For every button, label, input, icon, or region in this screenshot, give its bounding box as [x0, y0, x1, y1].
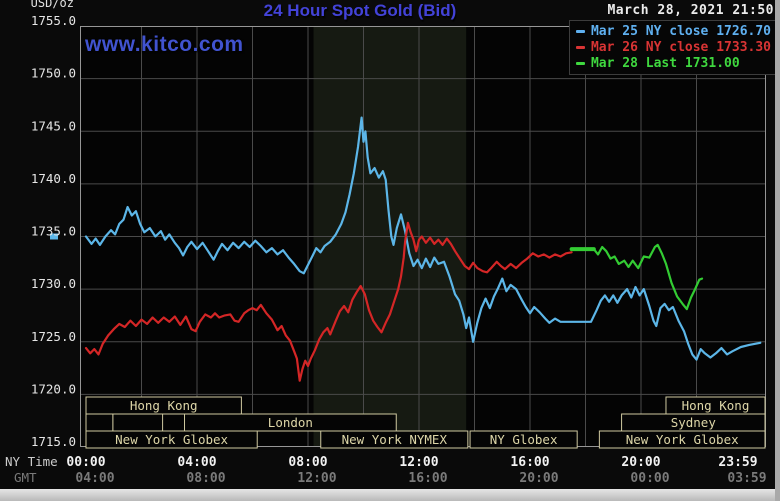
window-bottom-border — [0, 489, 780, 501]
y-tick-label: 1755.0 — [31, 13, 76, 28]
series-line-mar-28 — [570, 243, 704, 311]
x-tick-gmt-label: 20:00 — [519, 471, 558, 486]
session-box-unlabeled — [112, 413, 164, 432]
y-tick-label: 1740.0 — [31, 171, 76, 186]
mar28-line-swatch-icon — [575, 61, 585, 65]
legend-label-mar28: Mar 28 Last 1731.00 — [590, 55, 740, 71]
session-box-new-york-globex — [85, 430, 258, 449]
session-label: New York Globex — [626, 432, 739, 447]
y-tick-label: 1745.0 — [31, 118, 76, 133]
kitco-watermark-link[interactable]: www.kitco.com — [85, 33, 244, 56]
legend-row-mar25: Mar 25 NY close 1726.70 — [575, 23, 771, 39]
mar25-open-marker-icon — [50, 233, 58, 240]
session-box-hong-kong — [85, 396, 242, 415]
gmt-axis-label: GMT — [14, 470, 37, 485]
y-tick-label: 1720.0 — [31, 381, 76, 396]
x-tick-ny-label: 16:00 — [510, 455, 549, 470]
session-label: London — [268, 415, 313, 430]
x-tick-ny-label: 04:00 — [177, 455, 216, 470]
series-line-mar-25 — [84, 116, 762, 361]
legend-label-mar26: Mar 26 NY close 1733.30 — [590, 39, 771, 55]
x-tick-ny-label: 12:00 — [399, 455, 438, 470]
chart-title: 24 Hour Spot Gold (Bid) — [263, 1, 457, 20]
legend: Mar 25 NY close 1726.70 Mar 26 NY close … — [568, 20, 777, 75]
session-label: Sydney — [671, 415, 717, 430]
y-tick-label: 1735.0 — [31, 224, 76, 239]
session-box-london — [184, 413, 397, 432]
x-tick-gmt-label: 12:00 — [297, 471, 336, 486]
mar25-line-swatch-icon — [575, 29, 585, 33]
legend-row-mar28: Mar 28 Last 1731.00 — [575, 55, 771, 71]
ny-time-axis-label: NY Time — [5, 454, 58, 469]
session-box-unlabeled — [85, 413, 114, 432]
x-tick-gmt-label: 03:59 — [727, 471, 766, 486]
x-tick-ny-label: 20:00 — [621, 455, 660, 470]
chart-datetime: March 28, 2021 21:50 — [607, 3, 774, 18]
x-tick-gmt-label: 00:00 — [630, 471, 669, 486]
legend-label-mar25: Mar 25 NY close 1726.70 — [590, 23, 771, 39]
x-tick-ny-label: 08:00 — [288, 455, 327, 470]
x-tick-gmt-label: 08:00 — [186, 471, 225, 486]
y-axis-unit-label: USD/oz — [31, 0, 74, 10]
session-label: New York Globex — [115, 432, 228, 447]
session-label: Hong Kong — [130, 398, 198, 413]
session-box-ny-globex — [469, 430, 578, 449]
x-tick-gmt-label: 16:00 — [408, 471, 447, 486]
window-right-border — [775, 0, 780, 501]
session-label: Hong Kong — [682, 398, 750, 413]
mar26-line-swatch-icon — [575, 45, 585, 49]
y-tick-label: 1725.0 — [31, 329, 76, 344]
y-tick-label: 1730.0 — [31, 276, 76, 291]
session-box-new-york-nymex — [320, 430, 469, 449]
session-box-new-york-globex — [598, 430, 766, 449]
x-tick-gmt-label: 04:00 — [75, 471, 114, 486]
x-tick-ny-label: 23:59 — [718, 455, 757, 470]
legend-row-mar26: Mar 26 NY close 1733.30 — [575, 39, 771, 55]
y-tick-label: 1750.0 — [31, 66, 76, 81]
session-label: New York NYMEX — [342, 432, 448, 447]
series-line-mar-26 — [84, 221, 573, 382]
x-tick-ny-label: 00:00 — [66, 455, 105, 470]
y-tick-label: 1715.0 — [31, 434, 76, 449]
session-label: NY Globex — [490, 432, 558, 447]
